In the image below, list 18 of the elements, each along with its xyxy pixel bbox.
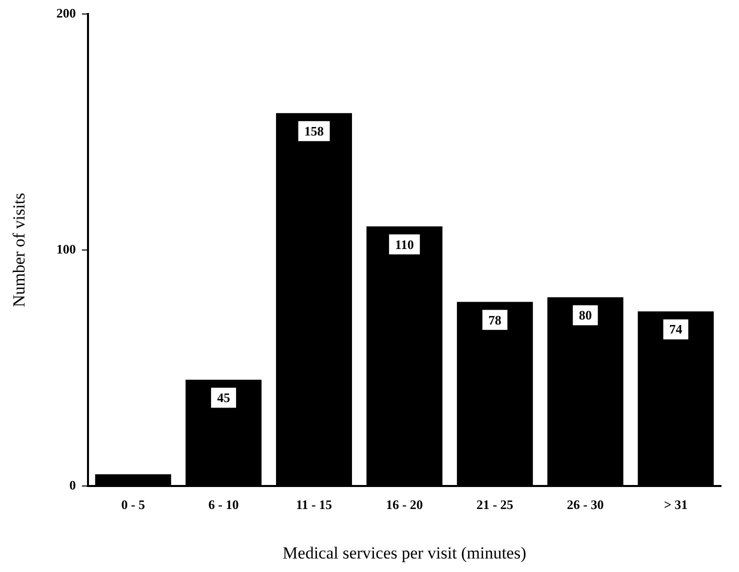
y-tick-label: 100 (56, 241, 76, 256)
y-axis-title: Number of visits (10, 192, 29, 308)
x-tick-label: 21 - 25 (476, 497, 514, 512)
x-tick-label: 16 - 20 (386, 497, 423, 512)
x-tick-label: > 31 (664, 497, 688, 512)
data-label: 110 (395, 236, 414, 252)
y-tick-label: 200 (56, 5, 76, 20)
data-label: 80 (578, 308, 592, 323)
data-label: 74 (669, 322, 683, 337)
y-tick-label: 0 (69, 477, 76, 492)
x-tick-label: 6 - 10 (208, 497, 239, 512)
x-axis-title: Medical services per visit (minutes) (282, 543, 526, 562)
x-tick-label: 26 - 30 (566, 497, 604, 512)
x-tick-label: 11 - 15 (296, 497, 333, 512)
data-label: 45 (217, 390, 231, 406)
data-label: 78 (488, 312, 502, 328)
data-label: 158 (304, 123, 324, 138)
x-tick-label: 0 - 5 (121, 497, 146, 512)
